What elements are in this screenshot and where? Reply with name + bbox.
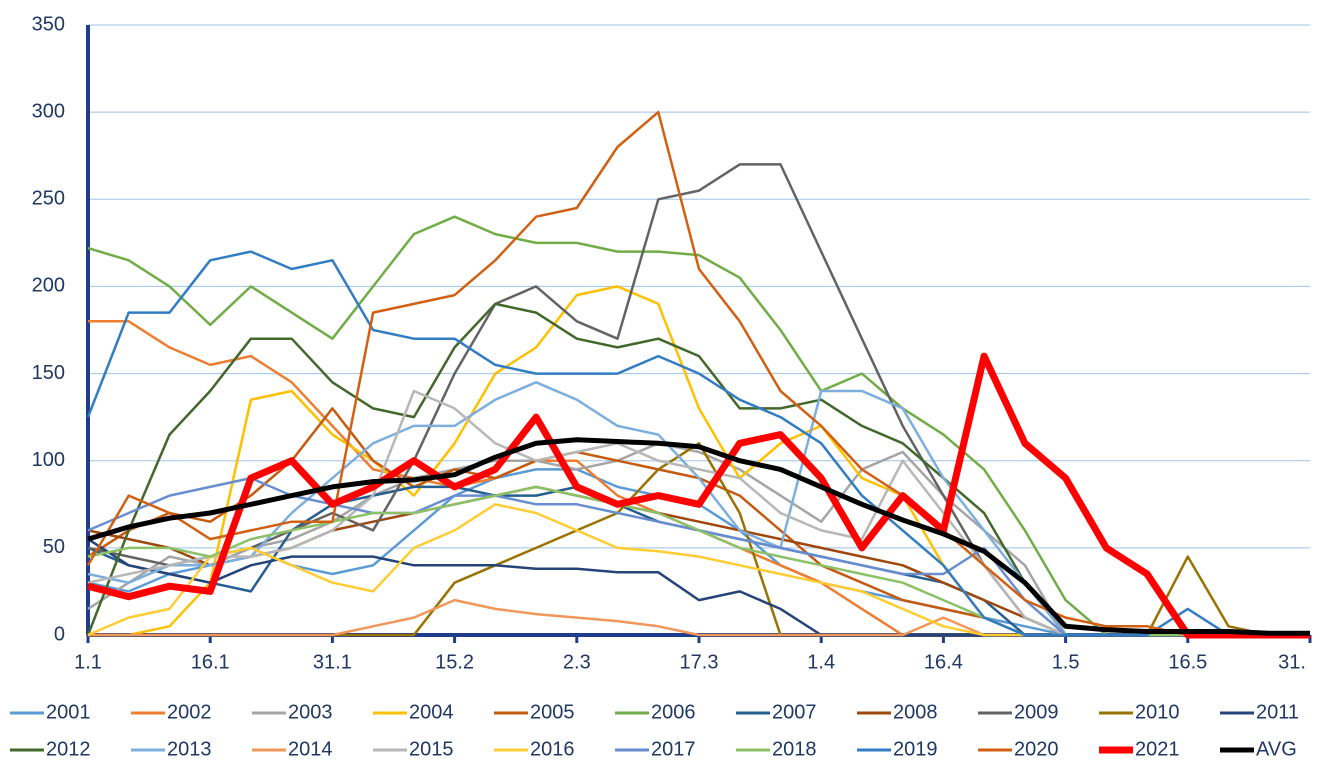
legend-label: 2020 <box>1014 738 1059 760</box>
series-line <box>87 381 1310 637</box>
legend-label: 2005 <box>530 701 575 723</box>
legend-label: 2011 <box>1256 701 1299 723</box>
x-tick-label: 16.4 <box>924 651 963 673</box>
series-line <box>87 352 1310 639</box>
legend-label: 2002 <box>167 701 212 723</box>
y-tick-label: 250 <box>32 188 65 210</box>
y-tick-label: 150 <box>32 362 65 384</box>
legend-label: 2016 <box>530 738 575 760</box>
legend-label: 2012 <box>46 738 91 760</box>
legend-label: 2018 <box>772 738 817 760</box>
y-tick-label: 0 <box>54 623 65 645</box>
legend-label: 2010 <box>1135 701 1180 723</box>
legend-label: 2004 <box>409 701 454 723</box>
legend-label: 2014 <box>288 738 333 760</box>
y-tick-label: 200 <box>32 275 65 297</box>
legend-label: 2015 <box>409 738 454 760</box>
legend-label: 2017 <box>651 738 696 760</box>
series-line <box>86 250 1310 637</box>
series-line <box>87 215 1310 637</box>
series-line <box>87 503 1310 637</box>
y-tick-label: 300 <box>32 100 65 122</box>
legend-label: 2003 <box>288 701 333 723</box>
x-tick-label: 17.3 <box>680 651 719 673</box>
legend-label: 2006 <box>651 701 696 723</box>
x-tick-label: 16.5 <box>1168 651 1207 673</box>
x-tick-label: 31.1 <box>313 651 352 673</box>
legend-label: 2008 <box>893 701 938 723</box>
x-tick-label: 31. <box>1278 651 1306 673</box>
legend-label: 2001 <box>46 701 91 723</box>
x-tick-label: 1.5 <box>1052 651 1080 673</box>
x-tick-label: 1.1 <box>74 651 102 673</box>
series-line <box>86 110 1310 637</box>
y-tick-label: 350 <box>32 13 65 35</box>
legend-label: 2019 <box>893 738 938 760</box>
series-line <box>87 437 1310 636</box>
legend-label: 2013 <box>167 738 212 760</box>
y-tick-label: 50 <box>43 536 65 558</box>
y-tick-label: 100 <box>32 449 65 471</box>
legend-label: AVG <box>1256 738 1297 760</box>
series-line <box>87 389 1310 637</box>
x-tick-label: 15.2 <box>435 651 474 673</box>
legend-label: 2021 <box>1135 738 1180 760</box>
x-tick-label: 1.4 <box>807 651 835 673</box>
x-tick-label: 2.3 <box>563 651 591 673</box>
legend-label: 2007 <box>772 701 817 723</box>
legend-label: 2009 <box>1014 701 1059 723</box>
x-tick-label: 16.1 <box>191 651 230 673</box>
